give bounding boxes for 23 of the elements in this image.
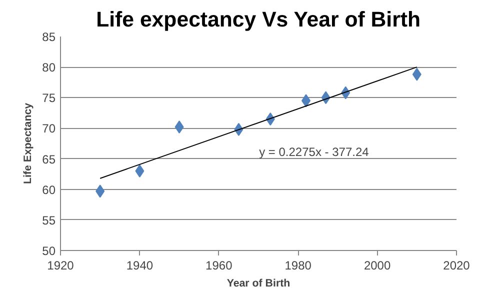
- x-tick-label: 2000: [364, 258, 391, 272]
- y-axis-title: Life Expectancy: [22, 102, 34, 184]
- y-tick-label: 70: [42, 122, 56, 136]
- y-tick-label: 75: [42, 91, 56, 106]
- y-tick-label: 80: [42, 60, 56, 75]
- point: [174, 120, 184, 134]
- x-tick-label: 1960: [206, 258, 233, 272]
- chart-title: Life expectancy Vs Year of Birth: [96, 8, 421, 32]
- y-tick-label: 55: [42, 213, 56, 228]
- y-tick-label: 85: [42, 30, 56, 44]
- point: [302, 94, 311, 108]
- y-tick-label: 60: [42, 182, 56, 197]
- x-tick-label: 1980: [284, 258, 312, 272]
- x-tick-label: 1920: [47, 258, 74, 272]
- point: [412, 68, 422, 81]
- y-tick-label: 50: [42, 244, 56, 258]
- point: [96, 184, 105, 198]
- annotation: y = 0.2275x - 377.24: [259, 145, 370, 160]
- y-tick-label: 65: [42, 152, 56, 166]
- x-axis-title: Year of Birth: [226, 278, 290, 290]
- point: [135, 164, 144, 178]
- x-tick-label: 2020: [443, 258, 470, 272]
- x-tick-label: 1940: [126, 258, 154, 272]
